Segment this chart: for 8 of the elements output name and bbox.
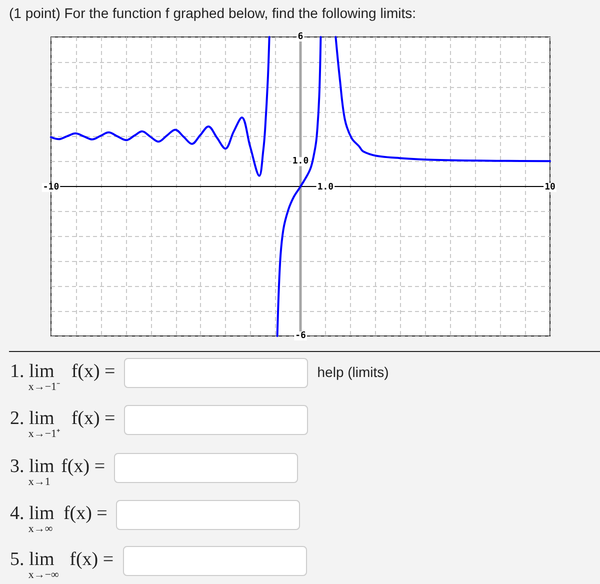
y-tick-label: -6 [295,331,306,341]
x-tick-label: 10 [544,182,556,192]
text: help (limits) [317,363,389,380]
chart-title: (1 point) For the function f graphed below, find the following limits: [9,5,416,21]
y-tick-label: 1.0 [292,156,309,167]
y-tick-label: 6 [298,32,304,42]
x-tick-label: -10 [42,182,60,192]
x-tick-label: 1.0 [317,182,334,192]
